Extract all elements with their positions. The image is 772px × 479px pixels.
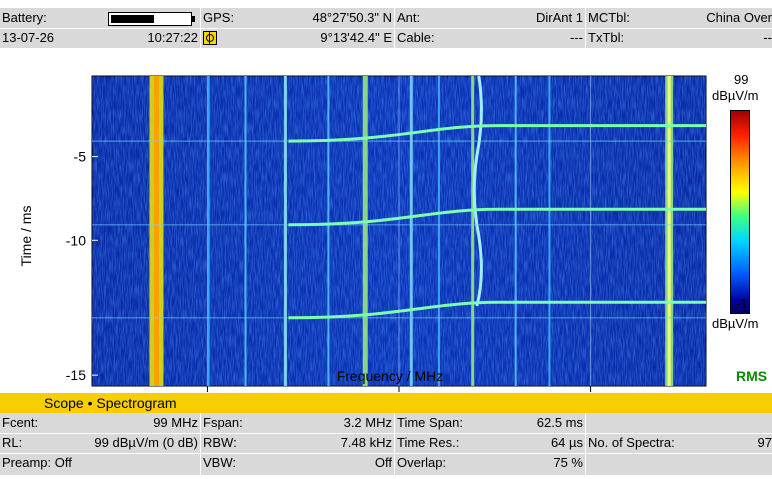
carrier-line bbox=[667, 76, 671, 386]
detector-label: RMS bbox=[736, 368, 768, 384]
fcent-label: Fcent: bbox=[2, 415, 39, 430]
parameter-panel: Fcent: 99 MHz RL: 99 dBµV/m (0 dB) Pream… bbox=[0, 413, 772, 475]
colorbar-max: 99 bbox=[734, 72, 749, 87]
timespan-label: Time Span: bbox=[397, 415, 463, 430]
carrier-line bbox=[471, 76, 475, 386]
cable-label: Cable: bbox=[397, 30, 435, 45]
carrier-line bbox=[362, 76, 368, 386]
rbw-label: RBW: bbox=[203, 435, 237, 450]
colorbar-min: -1 bbox=[736, 296, 748, 311]
colorbar bbox=[730, 110, 750, 314]
timespan-value[interactable]: 62.5 ms bbox=[536, 415, 583, 430]
preamp-status[interactable]: Preamp: Off bbox=[2, 455, 72, 470]
txtbl-value: -- bbox=[763, 30, 772, 45]
fcent-value[interactable]: 99 MHz bbox=[153, 415, 198, 430]
y-tick-label: -15 bbox=[66, 367, 86, 383]
timeres-value[interactable]: 64 µs bbox=[550, 435, 583, 450]
gps-latitude: 48°27'50.3" N bbox=[312, 10, 392, 25]
gps-icon bbox=[203, 31, 217, 45]
carrier-line bbox=[514, 76, 517, 386]
timeres-label: Time Res.: bbox=[397, 435, 460, 450]
y-axis-label: Time / ms bbox=[18, 205, 34, 267]
battery-label: Battery: bbox=[2, 10, 47, 25]
chirp-sweep-2 bbox=[288, 207, 706, 227]
time: 10:27:22 bbox=[147, 30, 198, 45]
antenna-label: Ant: bbox=[397, 10, 421, 25]
x-axis-label: Frequency / MHz bbox=[336, 368, 444, 384]
carrier-line bbox=[548, 76, 551, 386]
carrier-line bbox=[207, 76, 210, 386]
rl-value[interactable]: 99 dBµV/m (0 dB) bbox=[94, 435, 198, 450]
mode-title: Scope • Spectrogram bbox=[44, 395, 177, 411]
fspan-value[interactable]: 3.2 MHz bbox=[343, 415, 392, 430]
carrier-line bbox=[283, 76, 287, 386]
wobble-carrier-line bbox=[472, 75, 483, 307]
gps-longitude: 9°13'42.4" E bbox=[320, 30, 392, 45]
carrier-line bbox=[409, 76, 413, 386]
y-tick-label: -10 bbox=[66, 232, 86, 248]
nspectra-value[interactable]: 97 bbox=[757, 435, 772, 450]
gps-label: GPS: bbox=[203, 10, 235, 25]
carrier-line bbox=[327, 76, 330, 386]
overlap-label: Overlap: bbox=[397, 455, 447, 470]
strong-carrier-core bbox=[153, 76, 159, 386]
battery-icon bbox=[108, 12, 195, 26]
overlap-value[interactable]: 75 % bbox=[553, 455, 583, 470]
cable-value: --- bbox=[570, 30, 583, 45]
status-bar: Battery: 13-07-26 10:27:22 GPS: 48°27'50… bbox=[0, 8, 772, 48]
carrier-line bbox=[437, 76, 440, 386]
txtbl-label: TxTbl: bbox=[588, 30, 625, 45]
spectrogram-panel: -5-10-159899100 Time / ms Frequency / MH… bbox=[0, 48, 772, 393]
spectrogram-svg[interactable]: -5-10-159899100 bbox=[0, 48, 772, 393]
colorbar-min-unit: dBµV/m bbox=[712, 316, 759, 331]
rl-label: RL: bbox=[2, 435, 23, 450]
antenna-value: DirAnt 1 bbox=[536, 10, 583, 25]
mode-title-bar[interactable]: Scope • Spectrogram bbox=[0, 393, 772, 413]
date: 13-07-26 bbox=[2, 30, 55, 45]
chirp-sweep-1 bbox=[288, 124, 706, 143]
carrier-line bbox=[244, 76, 247, 386]
chirp-sweep-3 bbox=[288, 300, 706, 320]
fspan-label: Fspan: bbox=[203, 415, 243, 430]
mctbl-value: China Over bbox=[706, 10, 772, 25]
rbw-value[interactable]: 7.48 kHz bbox=[340, 435, 392, 450]
y-tick-label: -5 bbox=[74, 149, 87, 165]
vbw-value[interactable]: Off bbox=[374, 455, 392, 470]
vbw-label: VBW: bbox=[203, 455, 236, 470]
colorbar-max-unit: dBµV/m bbox=[712, 88, 759, 103]
mctbl-label: MCTbl: bbox=[588, 10, 630, 25]
nspectra-label: No. of Spectra: bbox=[588, 435, 675, 450]
